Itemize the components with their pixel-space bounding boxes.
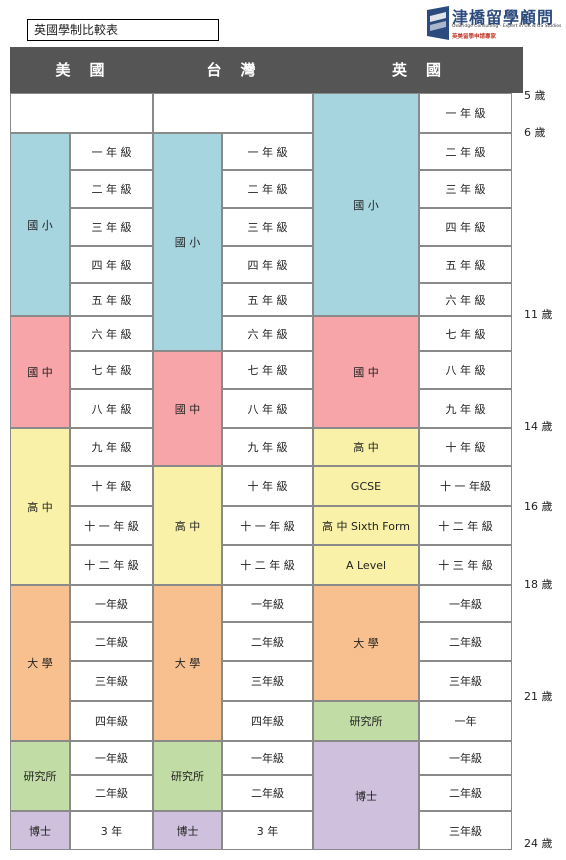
us-grade-cell: 一 年 級: [70, 133, 153, 170]
tw-grade-cell: 七 年 級: [222, 351, 313, 389]
tw-stage-elementary: 國 小: [153, 133, 222, 351]
age-label: 18 歲: [524, 578, 553, 591]
uk-grade-cell: 九 年 級: [419, 389, 512, 428]
us-grade-cell: 一年級: [70, 741, 153, 775]
us-grade-cell: 六 年 級: [70, 316, 153, 351]
uk-stage-gcse: GCSE: [313, 466, 419, 506]
uk-grade-cell: 七 年 級: [419, 316, 512, 351]
us-grade-cell: 3 年: [70, 811, 153, 850]
uk-grade-cell: 八 年 級: [419, 351, 512, 389]
us-blank-cell: [10, 93, 153, 133]
uk-grade-cell: 一年: [419, 701, 512, 741]
uk-grade-cell: 三 年 級: [419, 170, 512, 208]
us-stage-elementary: 國 小: [10, 133, 70, 316]
logo-subtitle: OxBridge Consulting - Expert in UK & US …: [452, 24, 562, 29]
uk-grade-cell: 一 年 級: [419, 93, 512, 133]
uk-stage-high: 高 中: [313, 428, 419, 466]
age-label: 6 歲: [524, 126, 546, 139]
tw-stage-graduate: 研究所: [153, 741, 222, 811]
uk-grade-cell: 三年級: [419, 811, 512, 850]
tw-grade-cell: 二 年 級: [222, 170, 313, 208]
tw-grade-cell: 十 年 級: [222, 466, 313, 506]
tw-stage-doctorate: 博士: [153, 811, 222, 850]
uk-stage-middle: 國 中: [313, 316, 419, 428]
us-grade-cell: 五 年 級: [70, 283, 153, 316]
tw-grade-cell: 八 年 級: [222, 389, 313, 428]
tw-grade-cell: 四 年 級: [222, 246, 313, 283]
us-grade-cell: 九 年 級: [70, 428, 153, 466]
us-grade-cell: 四 年 級: [70, 246, 153, 283]
uk-grade-cell: 三年級: [419, 661, 512, 701]
us-stage-graduate: 研究所: [10, 741, 70, 811]
uk-grade-cell: 十 一 年級: [419, 466, 512, 506]
us-grade-cell: 三 年 級: [70, 208, 153, 246]
company-logo: 津橋留學顧問 OxBridge Consulting - Expert in U…: [427, 4, 562, 42]
tw-grade-cell: 一年級: [222, 741, 313, 775]
tw-grade-cell: 一 年 級: [222, 133, 313, 170]
us-grade-cell: 十 二 年 級: [70, 545, 153, 585]
uk-grade-cell: 四 年 級: [419, 208, 512, 246]
logo-name: 津橋留學顧問: [452, 8, 555, 27]
table-header: 美 國 台 灣 英 國: [10, 47, 523, 93]
uk-stage-primary: 國 小: [313, 93, 419, 316]
header-taiwan: 台 灣: [206, 61, 258, 79]
bridge-logo-icon: [427, 6, 449, 40]
tw-grade-cell: 九 年 級: [222, 428, 313, 466]
us-stage-high: 高 中: [10, 428, 70, 585]
uk-grade-cell: 一年級: [419, 741, 512, 775]
uk-stage-graduate: 研究所: [313, 701, 419, 741]
uk-grade-cell: 五 年 級: [419, 246, 512, 283]
us-grade-cell: 八 年 級: [70, 389, 153, 428]
logo-tagline: 英美留學申請專家: [452, 34, 497, 40]
tw-grade-cell: 五 年 級: [222, 283, 313, 316]
us-grade-cell: 七 年 級: [70, 351, 153, 389]
age-label: 11 歲: [524, 308, 553, 321]
tw-grade-cell: 3 年: [222, 811, 313, 850]
us-stage-doctorate: 博士: [10, 811, 70, 850]
age-label: 14 歲: [524, 420, 553, 433]
uk-grade-cell: 二 年 級: [419, 133, 512, 170]
uk-stage-sixth-form: 高 中 Sixth Form: [313, 506, 419, 545]
us-grade-cell: 四年級: [70, 701, 153, 741]
tw-grade-cell: 四年級: [222, 701, 313, 741]
us-grade-cell: 二年級: [70, 775, 153, 811]
uk-stage-a-level: A Level: [313, 545, 419, 585]
tw-grade-cell: 一年級: [222, 585, 313, 622]
tw-stage-high: 高 中: [153, 466, 222, 585]
age-label: 24 歲: [524, 837, 553, 850]
uk-grade-cell: 二年級: [419, 622, 512, 661]
age-label: 16 歲: [524, 500, 553, 513]
us-grade-cell: 二年級: [70, 622, 153, 661]
tw-stage-middle: 國 中: [153, 351, 222, 466]
uk-grade-cell: 十 三 年 級: [419, 545, 512, 585]
page-title: 英國學制比較表: [27, 19, 219, 41]
uk-grade-cell: 十 二 年 級: [419, 506, 512, 545]
age-label: 21 歲: [524, 690, 553, 703]
us-grade-cell: 一年級: [70, 585, 153, 622]
tw-grade-cell: 十 二 年 級: [222, 545, 313, 585]
uk-stage-university: 大 學: [313, 585, 419, 701]
age-label: 5 歲: [524, 89, 546, 102]
tw-grade-cell: 二年級: [222, 622, 313, 661]
header-us: 美 國: [55, 61, 107, 79]
header-uk: 英 國: [391, 61, 443, 79]
us-grade-cell: 二 年 級: [70, 170, 153, 208]
uk-grade-cell: 二年級: [419, 775, 512, 811]
tw-grade-cell: 六 年 級: [222, 316, 313, 351]
uk-grade-cell: 十 年 級: [419, 428, 512, 466]
uk-stage-doctorate: 博士: [313, 741, 419, 850]
tw-grade-cell: 三年級: [222, 661, 313, 701]
tw-grade-cell: 十 一 年 級: [222, 506, 313, 545]
us-stage-university: 大 學: [10, 585, 70, 741]
uk-grade-cell: 一年級: [419, 585, 512, 622]
us-grade-cell: 三年級: [70, 661, 153, 701]
us-stage-middle: 國 中: [10, 316, 70, 428]
tw-grade-cell: 三 年 級: [222, 208, 313, 246]
us-grade-cell: 十 一 年 級: [70, 506, 153, 545]
tw-grade-cell: 二年級: [222, 775, 313, 811]
tw-blank-cell: [153, 93, 313, 133]
uk-grade-cell: 六 年 級: [419, 283, 512, 316]
tw-stage-university: 大 學: [153, 585, 222, 741]
us-grade-cell: 十 年 級: [70, 466, 153, 506]
